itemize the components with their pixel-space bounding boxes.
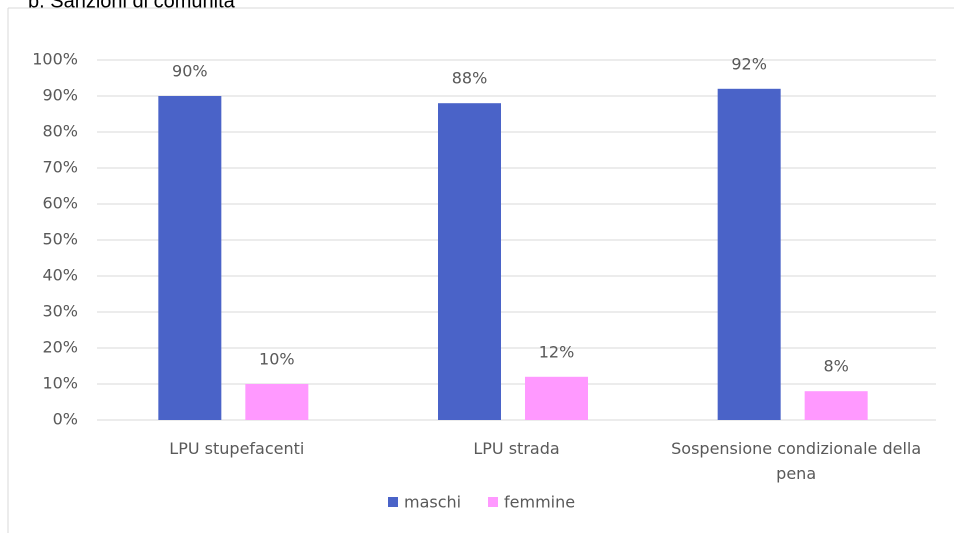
y-tick-label: 0% xyxy=(53,410,78,429)
y-tick-label: 30% xyxy=(42,302,78,321)
y-tick-label: 60% xyxy=(42,194,78,213)
x-tick-label: LPU stupefacenti xyxy=(169,439,305,458)
data-label: 12% xyxy=(539,342,575,361)
bar xyxy=(804,391,868,420)
bar xyxy=(245,384,309,420)
y-tick-label: 100% xyxy=(32,50,78,69)
y-tick-label: 90% xyxy=(42,86,78,105)
legend-label: maschi xyxy=(404,493,461,512)
x-tick-label: Sospensione condizionale della pena xyxy=(671,439,922,483)
y-tick-label: 20% xyxy=(42,338,78,357)
data-label: 90% xyxy=(172,62,208,81)
legend-label: femmine xyxy=(504,493,575,512)
bar xyxy=(158,96,222,420)
chart-title: b. Sanzioni di comunità xyxy=(28,0,236,12)
y-tick-label: 40% xyxy=(42,266,78,285)
legend-swatch xyxy=(488,497,498,507)
x-tick-label: LPU strada xyxy=(473,439,560,458)
data-label: 88% xyxy=(452,69,488,88)
y-tick-label: 50% xyxy=(42,230,78,249)
bar xyxy=(438,103,501,420)
y-tick-label: 10% xyxy=(42,374,78,393)
data-label: 92% xyxy=(731,54,767,73)
y-tick-label: 80% xyxy=(42,122,78,141)
data-label: 8% xyxy=(823,357,848,376)
bar xyxy=(525,376,588,420)
legend-swatch xyxy=(388,497,398,507)
bar xyxy=(717,88,781,421)
data-label: 10% xyxy=(259,350,295,369)
y-tick-label: 70% xyxy=(42,158,78,177)
